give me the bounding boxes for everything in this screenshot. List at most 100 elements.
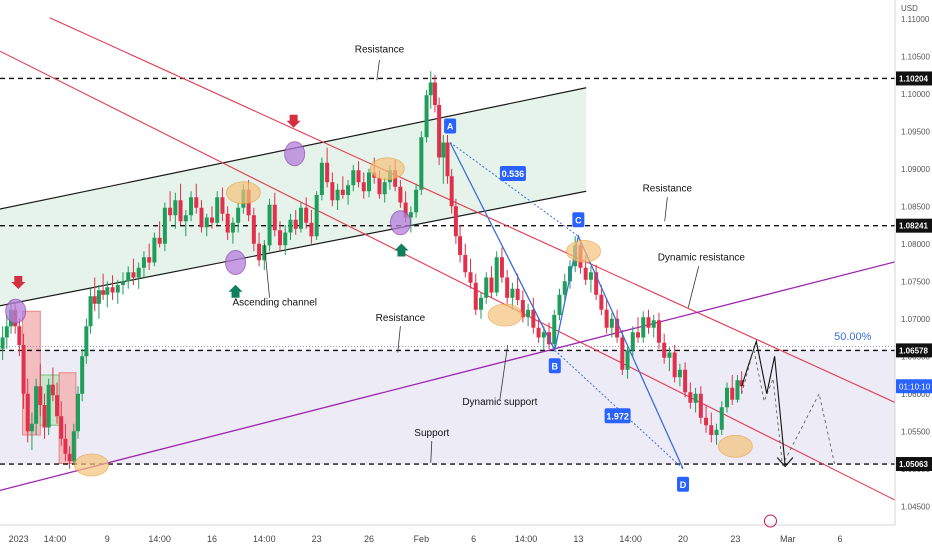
candle <box>46 384 51 428</box>
candle <box>499 257 504 278</box>
candle <box>346 185 351 195</box>
candle <box>178 200 183 222</box>
up-arrow-icon <box>394 243 409 257</box>
candle <box>101 290 106 295</box>
candle <box>272 204 277 231</box>
level-price-label: 1.10204 <box>899 74 928 83</box>
price-tick-label: 1.07500 <box>901 277 930 286</box>
candle <box>267 204 272 246</box>
candle <box>96 290 101 304</box>
candle <box>468 272 473 283</box>
candle <box>75 393 80 432</box>
candle <box>366 172 371 192</box>
price-tick-label: 1.10500 <box>901 52 930 61</box>
current-price-tag <box>896 379 932 394</box>
candle <box>131 272 136 278</box>
candle <box>361 182 366 192</box>
candle <box>67 453 72 462</box>
candle <box>714 429 719 435</box>
dynamic-resistance-line <box>49 17 896 403</box>
annotation-label: Support <box>414 428 449 439</box>
pivot-marker-1 <box>225 250 247 275</box>
candle <box>662 342 667 358</box>
time-tick-label: 16 <box>207 534 217 544</box>
candle <box>17 326 22 345</box>
candle <box>298 207 303 229</box>
annotation-pointer <box>499 344 509 400</box>
candle <box>510 288 515 298</box>
candle <box>588 272 593 280</box>
candle <box>34 386 39 424</box>
annotation-label: Ascending channel <box>233 297 318 308</box>
candle <box>262 245 267 261</box>
candle <box>152 237 157 263</box>
candle <box>432 82 437 105</box>
candle <box>424 95 429 138</box>
time-tick-label: 14:00 <box>148 534 171 544</box>
up-arrow-icon <box>228 284 243 298</box>
time-tick-label: 14:00 <box>253 534 276 544</box>
annotation-pointer <box>397 326 401 353</box>
time-tick-label: 14:00 <box>515 534 538 544</box>
pivot-marker-2 <box>284 141 306 167</box>
candle <box>63 438 68 454</box>
swing-marker-0 <box>74 453 109 477</box>
candle <box>25 393 30 432</box>
time-tick-label: 14:00 <box>619 534 642 544</box>
candle <box>656 320 661 343</box>
candle <box>667 352 672 358</box>
swing-marker-5 <box>717 434 753 458</box>
time-tick-label: 23 <box>730 534 740 544</box>
candle <box>183 215 188 222</box>
candle <box>314 195 319 237</box>
projection-arrow-icon <box>776 457 794 468</box>
level-price-tag <box>896 218 932 233</box>
candle <box>594 272 599 295</box>
candle <box>698 393 703 418</box>
harmonic-pattern-line <box>449 142 684 470</box>
candle <box>615 318 620 338</box>
descending-line-lower <box>0 50 896 501</box>
candle <box>441 142 446 158</box>
wave-point-label: D <box>680 480 687 490</box>
candle <box>88 296 93 327</box>
current-price-countdown: 01:10:10 <box>899 382 931 391</box>
candle <box>84 326 89 357</box>
candle <box>730 387 735 400</box>
candle <box>520 300 525 318</box>
candle <box>677 369 682 378</box>
swing-marker-4 <box>566 239 601 263</box>
pivot-marker-3 <box>389 210 411 236</box>
time-tick-label: 26 <box>364 534 374 544</box>
wave-badge <box>572 212 585 228</box>
candle <box>105 287 110 295</box>
time-tick-label: 14:00 <box>44 534 67 544</box>
candle <box>428 82 433 96</box>
candle <box>351 170 356 186</box>
candle <box>724 387 729 408</box>
time-tick-label: 6 <box>838 534 843 544</box>
annotation-label: Dynamic resistance <box>658 252 746 263</box>
annotation-pointer <box>664 197 668 222</box>
candle <box>278 230 283 246</box>
lightning-icon[interactable] <box>763 514 777 528</box>
candle <box>92 296 97 304</box>
time-tick-label: 2023 <box>9 534 29 544</box>
dynamic-support-line <box>0 261 896 492</box>
price-tick-label: 1.07000 <box>901 315 930 324</box>
candle <box>735 380 740 400</box>
annotation-label: Resistance <box>376 313 426 324</box>
candle <box>335 189 340 201</box>
candle <box>173 200 178 216</box>
candle <box>536 327 541 338</box>
ratio-badge <box>604 408 631 424</box>
candle <box>505 277 510 298</box>
wave-point-label: C <box>575 215 582 225</box>
annotation-pointer <box>376 59 380 81</box>
candle <box>526 309 531 318</box>
wave-badge <box>444 118 457 134</box>
candle <box>293 219 298 229</box>
candle <box>557 294 562 315</box>
